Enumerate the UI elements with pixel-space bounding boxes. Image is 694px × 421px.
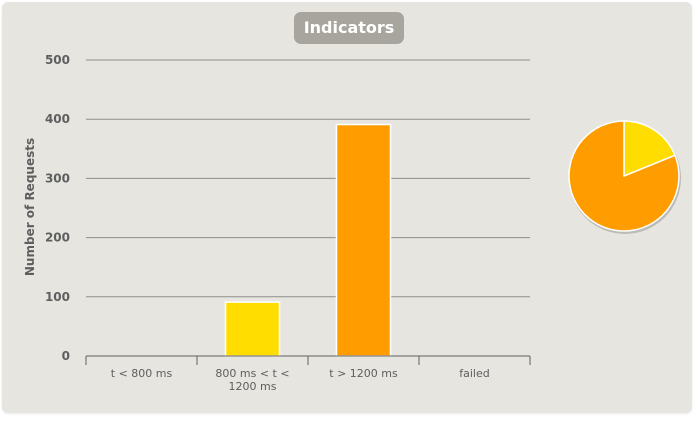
- y-axis-label: Number of Requests: [23, 138, 37, 276]
- y-tick-label: 300: [45, 171, 70, 185]
- bar[interactable]: [335, 123, 392, 357]
- x-axis: t < 800 ms 800 ms < t <1200 ms t > 1200 ms…: [85, 355, 531, 393]
- y-tick-label: 500: [45, 53, 70, 67]
- y-axis-ticks: 0 100 200 300 400 500: [45, 53, 70, 363]
- y-tick-label: 200: [45, 231, 70, 245]
- y-tick-label: 0: [62, 349, 70, 363]
- y-tick-label: 400: [45, 112, 70, 126]
- pie-slice[interactable]: [568, 120, 680, 232]
- x-tick-label: t < 800 ms: [111, 367, 173, 380]
- y-tick-label: 100: [45, 290, 70, 304]
- pie-slice[interactable]: [623, 120, 676, 177]
- bar-series: [224, 123, 392, 357]
- chart-title: Indicators: [294, 12, 404, 44]
- x-tick-label: t > 1200 ms: [329, 367, 398, 380]
- pie-chart: [568, 120, 681, 234]
- x-tick-label: failed: [459, 367, 489, 380]
- grid-lines: [86, 59, 530, 298]
- x-tick-label: 800 ms < t <1200 ms: [215, 367, 289, 393]
- bar[interactable]: [224, 301, 281, 357]
